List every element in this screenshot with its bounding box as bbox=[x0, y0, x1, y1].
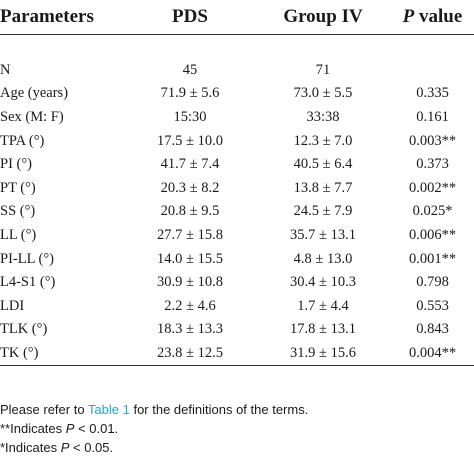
cell-pds: 45 bbox=[182, 61, 198, 78]
header-p-value: P value bbox=[391, 0, 474, 35]
cell-pds: 20.8 ± 9.5 bbox=[160, 203, 220, 220]
cell-p-value: 0.553 bbox=[416, 297, 449, 314]
cell-parameter: LL (°) bbox=[0, 227, 37, 244]
table-row: TLK (°) 18.3 ± 13.3 17.8 ± 13.1 0.843 bbox=[0, 318, 474, 342]
cell-pds: 18.3 ± 13.3 bbox=[157, 321, 223, 338]
cell-group: 31.9 ± 15.6 bbox=[290, 345, 356, 362]
table-row: PI-LL (°) 14.0 ± 15.5 4.8 ± 13.0 0.001** bbox=[0, 247, 474, 271]
cell-group: 35.7 ± 13.1 bbox=[290, 227, 356, 244]
table-row: PT (°) 20.3 ± 8.2 13.8 ± 7.7 0.002** bbox=[0, 177, 474, 201]
table-row: LL (°) 27.7 ± 15.8 35.7 ± 13.1 0.006** bbox=[0, 224, 474, 248]
cell-group: 24.5 ± 7.9 bbox=[293, 203, 353, 220]
header-p-letter: P bbox=[402, 6, 415, 27]
cell-p-value: 0.025* bbox=[412, 203, 453, 220]
cell-pds: 14.0 ± 15.5 bbox=[157, 250, 223, 267]
cell-p-value: 0.373 bbox=[416, 156, 449, 173]
cell-group: 17.8 ± 13.1 bbox=[290, 321, 356, 338]
cell-parameter: LDI bbox=[0, 297, 25, 314]
cell-p-value: 0.006** bbox=[408, 227, 457, 244]
cell-parameter: SS (°) bbox=[0, 203, 36, 220]
note-refer-post: for the definitions of the terms. bbox=[129, 402, 309, 417]
header-parameters: Parameters bbox=[0, 6, 94, 27]
cell-group: 1.7 ± 4.4 bbox=[297, 297, 349, 314]
note-refer-pre: Please refer to bbox=[0, 402, 88, 417]
cell-p-value: 0.843 bbox=[416, 321, 449, 338]
cell-group: 30.4 ± 10.3 bbox=[290, 274, 356, 291]
cell-group: 73.0 ± 5.5 bbox=[293, 85, 353, 102]
table-row: LDI 2.2 ± 4.6 1.7 ± 4.4 0.553 bbox=[0, 295, 474, 319]
header-p-word: value bbox=[419, 6, 463, 27]
note-refer: Please refer to Table 1 for the definiti… bbox=[0, 400, 474, 419]
cell-pds: 15:30 bbox=[173, 109, 207, 126]
table-row: TK (°) 23.8 ± 12.5 31.9 ± 15.6 0.004** bbox=[0, 342, 474, 366]
data-table: Parameters PDS Group IV P value N 45 71 Age… bbox=[0, 0, 474, 366]
note-1-post: < 0.01. bbox=[74, 421, 119, 436]
note-2-post: < 0.05. bbox=[69, 440, 114, 455]
note-2-pre: *Indicates bbox=[0, 440, 61, 455]
header-pds: PDS bbox=[172, 6, 208, 27]
cell-group: 40.5 ± 6.4 bbox=[293, 156, 353, 173]
cell-p-value: 0.001** bbox=[408, 250, 457, 267]
cell-parameter: PI-LL (°) bbox=[0, 250, 54, 267]
cell-pds: 17.5 ± 10.0 bbox=[157, 132, 223, 149]
spacer-row bbox=[0, 35, 474, 59]
cell-p-value: 0.335 bbox=[416, 85, 449, 102]
cell-pds: 23.8 ± 12.5 bbox=[157, 345, 223, 362]
note-single-star: *Indicates P < 0.05. bbox=[0, 438, 474, 457]
table-row: Age (years) 71.9 ± 5.6 73.0 ± 5.5 0.335 bbox=[0, 82, 474, 106]
cell-pds: 41.7 ± 7.4 bbox=[160, 156, 220, 173]
cell-pds: 27.7 ± 15.8 bbox=[157, 227, 223, 244]
cell-pds: 71.9 ± 5.6 bbox=[160, 85, 220, 102]
cell-parameter: TK (°) bbox=[0, 345, 39, 362]
cell-pds: 2.2 ± 4.6 bbox=[164, 297, 216, 314]
cell-p-value: 0.798 bbox=[416, 274, 449, 291]
header-group: Group IV bbox=[283, 6, 363, 27]
cell-parameter: TLK (°) bbox=[0, 321, 48, 338]
cell-group: 13.8 ± 7.7 bbox=[293, 179, 353, 196]
cell-parameter: N bbox=[0, 61, 11, 78]
cell-parameter: PT (°) bbox=[0, 179, 36, 196]
cell-group: 33:38 bbox=[306, 109, 340, 126]
table-row: SS (°) 20.8 ± 9.5 24.5 ± 7.9 0.025* bbox=[0, 200, 474, 224]
note-1-pre: **Indicates bbox=[0, 421, 66, 436]
cell-group: 12.3 ± 7.0 bbox=[293, 132, 353, 149]
cell-parameter: L4-S1 (°) bbox=[0, 274, 56, 291]
cell-p-value: 0.004** bbox=[408, 345, 457, 362]
table-notes: Please refer to Table 1 for the definiti… bbox=[0, 400, 474, 457]
cell-group: 4.8 ± 13.0 bbox=[293, 250, 353, 267]
table-row: TPA (°) 17.5 ± 10.0 12.3 ± 7.0 0.003** bbox=[0, 129, 474, 153]
header-row: Parameters PDS Group IV P value bbox=[0, 0, 474, 35]
cell-group: 71 bbox=[315, 61, 331, 78]
cell-p-value: 0.161 bbox=[416, 109, 449, 126]
table-row: N 45 71 bbox=[0, 59, 474, 83]
cell-pds: 20.3 ± 8.2 bbox=[160, 179, 220, 196]
cell-p-value bbox=[391, 59, 474, 83]
table-row: PI (°) 41.7 ± 7.4 40.5 ± 6.4 0.373 bbox=[0, 153, 474, 177]
note-double-star: **Indicates P < 0.01. bbox=[0, 419, 474, 438]
table-row: L4-S1 (°) 30.9 ± 10.8 30.4 ± 10.3 0.798 bbox=[0, 271, 474, 295]
cell-p-value: 0.003** bbox=[408, 132, 457, 149]
cell-p-value: 0.002** bbox=[408, 179, 457, 196]
cell-pds: 30.9 ± 10.8 bbox=[157, 274, 223, 291]
table-row: Sex (M: F) 15:30 33:38 0.161 bbox=[0, 106, 474, 130]
cell-parameter: TPA (°) bbox=[0, 132, 45, 149]
cell-parameter: Age (years) bbox=[0, 85, 69, 102]
spacer-cell bbox=[0, 35, 474, 59]
note-1-p: P bbox=[65, 421, 75, 436]
table-1-link[interactable]: Table 1 bbox=[87, 402, 130, 417]
cell-parameter: Sex (M: F) bbox=[0, 109, 64, 126]
note-2-p: P bbox=[60, 440, 70, 455]
cell-parameter: PI (°) bbox=[0, 156, 32, 173]
